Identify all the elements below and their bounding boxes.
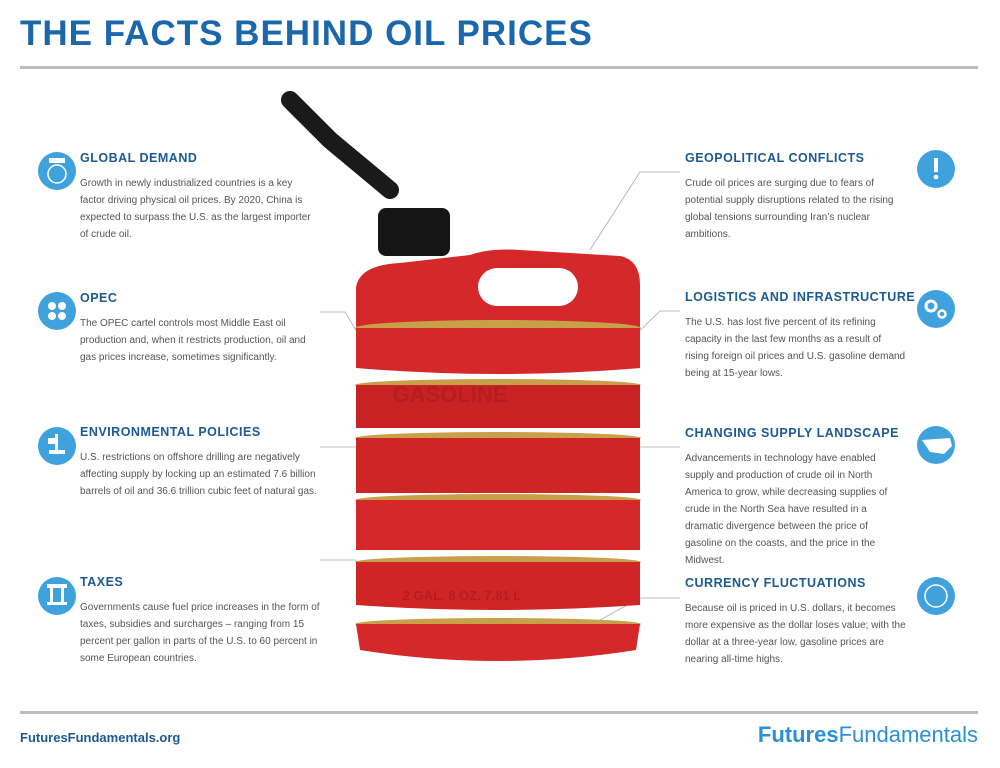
item-title: GLOBAL DEMAND: [80, 151, 198, 165]
can-capacity: 2 GAL. 8 OZ. 7.81 L: [403, 588, 522, 603]
item-title: LOGISTICS AND INFRASTRUCTURE: [685, 290, 916, 304]
item-text: The OPEC cartel controls most Middle Eas…: [80, 318, 306, 363]
brand: FuturesFundamentals: [758, 722, 978, 748]
item-title: CHANGING SUPPLY LANDSCAPE: [685, 426, 899, 440]
item-text: Growth in newly industrialized countries…: [80, 178, 311, 240]
bottom-rule: [20, 711, 978, 714]
item-title: ENVIRONMENTAL POLICIES: [80, 425, 261, 439]
item-title: TAXES: [80, 575, 124, 589]
icon-glyphs: [47, 158, 952, 608]
item-text: U.S. restrictions on offshore drilling a…: [80, 452, 317, 497]
item-title: CURRENCY FLUCTUATIONS: [685, 576, 866, 590]
gas-can: GASOLINE 2 GAL. 8 OZ. 7.81 L: [281, 91, 641, 661]
item-title: GEOPOLITICAL CONFLICTS: [685, 151, 865, 165]
item-title: OPEC: [80, 291, 118, 305]
title: THE FACTS BEHIND OIL PRICES: [20, 14, 593, 53]
item-text: Governments cause fuel price increases i…: [80, 602, 320, 664]
item-text: Crude oil prices are surging due to fear…: [685, 178, 894, 240]
brand-bold: Futures: [757, 722, 839, 747]
item-text: Advancements in technology have enabled …: [685, 453, 888, 566]
item-text: The U.S. has lost five percent of its re…: [685, 317, 906, 379]
top-rule: [20, 66, 978, 69]
can-label: GASOLINE: [393, 382, 508, 407]
item-text: Because oil is priced in U.S. dollars, i…: [685, 603, 906, 665]
brand-light: Fundamentals: [838, 722, 978, 747]
footer-url: FuturesFundamentals.org: [20, 730, 181, 745]
